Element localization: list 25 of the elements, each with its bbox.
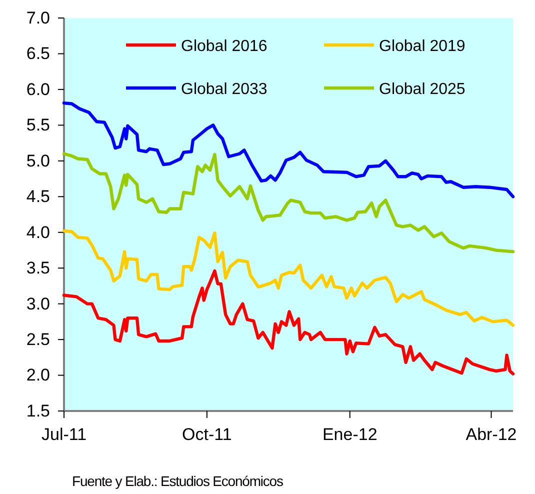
line-series <box>62 229 515 327</box>
x-tick-label: Abr-12 <box>466 425 517 444</box>
y-tick-label: 2.0 <box>26 366 50 385</box>
y-tick-label: 6.0 <box>26 80 50 99</box>
y-tick-label: 3.0 <box>26 294 50 314</box>
y-tick-label: 5.0 <box>26 151 50 170</box>
y-tick-label: 2.5 <box>26 330 50 349</box>
y-tick-label: 6.5 <box>26 44 50 64</box>
x-tick-label: Ene-12 <box>322 425 378 444</box>
legend-label: Global 2019 <box>379 38 466 55</box>
x-tick-label: Jul-11 <box>41 425 87 444</box>
y-tick-label: 4.0 <box>26 222 50 242</box>
y-tick-label: 7.0 <box>26 8 50 28</box>
x-tick-label: Oct-11 <box>182 425 232 444</box>
legend-label: Global 2016 <box>181 38 268 55</box>
line-series <box>62 152 515 254</box>
source-note: Fuente y Elab.: Estudios Económicos <box>72 473 284 489</box>
line-series <box>62 269 515 376</box>
y-tick-label: 3.5 <box>26 258 50 278</box>
line-series <box>62 101 515 198</box>
y-tick-label: 4.5 <box>26 187 50 206</box>
y-tick-label: 5.5 <box>26 116 50 135</box>
legend-label: Global 2025 <box>379 81 466 98</box>
y-tick-label: 1.5 <box>26 401 50 420</box>
legend-label: Global 2033 <box>181 81 268 98</box>
